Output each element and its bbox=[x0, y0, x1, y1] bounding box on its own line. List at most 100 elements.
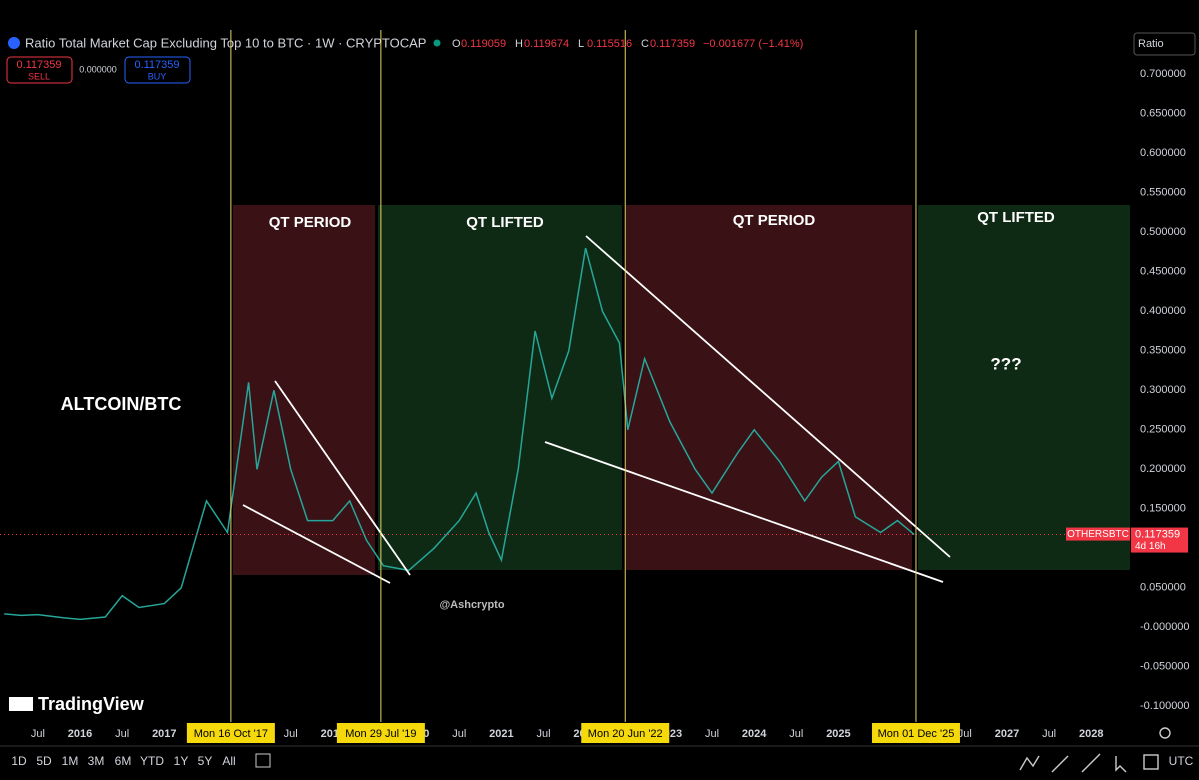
sell-label: SELL bbox=[28, 71, 50, 81]
trendline bbox=[544, 441, 944, 583]
zone bbox=[918, 205, 1130, 570]
buy-price: 0.117359 bbox=[134, 59, 179, 71]
y-tick-label: -0.050000 bbox=[1140, 661, 1190, 673]
y-tick-label: 0.600000 bbox=[1140, 147, 1186, 159]
cursor-icon[interactable] bbox=[1115, 756, 1127, 773]
y-tick-label: 0.300000 bbox=[1140, 384, 1186, 396]
annotation: QT LIFTED bbox=[466, 214, 544, 231]
y-tick-label: -0.100000 bbox=[1140, 700, 1190, 712]
y-tick-label: 0.050000 bbox=[1140, 582, 1186, 594]
x-tick-label: Jul bbox=[31, 728, 45, 740]
y-tick-label: 0.500000 bbox=[1140, 226, 1186, 238]
scale-mode: Ratio bbox=[1138, 38, 1164, 50]
y-tick-label: 0.550000 bbox=[1140, 187, 1186, 199]
symbol-icon bbox=[8, 37, 20, 49]
ohlc-value: 0.115516 bbox=[587, 38, 632, 50]
range-button[interactable]: 5D bbox=[36, 754, 52, 768]
marker-label: Mon 20 Jun '22 bbox=[588, 728, 663, 740]
countdown: 4d 16h bbox=[1135, 541, 1166, 552]
trendlines bbox=[242, 235, 951, 584]
chart-title: Ratio Total Market Cap Excluding Top 10 … bbox=[25, 35, 426, 50]
y-tick-label: 0.150000 bbox=[1140, 503, 1186, 515]
zones bbox=[233, 205, 1130, 575]
range-button[interactable]: 1M bbox=[62, 754, 79, 768]
annotation: QT LIFTED bbox=[977, 209, 1055, 226]
x-tick-label: Jul bbox=[705, 728, 719, 740]
annotation: QT PERIOD bbox=[269, 214, 352, 231]
x-tick-label: Jul bbox=[1042, 728, 1056, 740]
series-tag bbox=[1066, 527, 1130, 541]
x-tick-label: 2027 bbox=[995, 728, 1019, 740]
x-tick-label: 2024 bbox=[742, 728, 767, 740]
y-tick-label: 0.450000 bbox=[1140, 266, 1186, 278]
marker-label: Mon 16 Oct '17 bbox=[194, 728, 268, 740]
marker-box bbox=[336, 723, 425, 743]
spread: 0.000000 bbox=[79, 64, 117, 74]
x-tick-label: Jul bbox=[452, 728, 466, 740]
plot bbox=[0, 247, 1130, 621]
date-range-icon[interactable] bbox=[255, 753, 271, 768]
watermark: @Ashcrypto bbox=[439, 599, 504, 611]
range-button[interactable]: YTD bbox=[140, 754, 164, 768]
x-tick-label: 2025 bbox=[826, 728, 850, 740]
annotation: QT PERIOD bbox=[733, 212, 816, 229]
x-tick-label: 2016 bbox=[68, 728, 92, 740]
ohlc-value: 0.119674 bbox=[524, 38, 569, 50]
timezone[interactable]: UTC bbox=[1169, 754, 1194, 768]
x-tick-label: Jul bbox=[284, 728, 298, 740]
line-icon[interactable] bbox=[1051, 755, 1069, 773]
range-button[interactable]: 1Y bbox=[174, 754, 189, 768]
buy-button[interactable] bbox=[124, 56, 191, 84]
trendline bbox=[242, 504, 391, 584]
ohlc-key: C bbox=[641, 38, 649, 50]
y-tick-label: 0.650000 bbox=[1140, 108, 1186, 120]
scale-mode-box[interactable] bbox=[1133, 32, 1196, 56]
zone bbox=[233, 205, 375, 575]
series-name: OTHERSBTC bbox=[1067, 529, 1129, 540]
range-button[interactable]: 5Y bbox=[198, 754, 213, 768]
annotation: ALTCOIN/BTC bbox=[61, 394, 182, 414]
y-tick-label: -0.000000 bbox=[1140, 621, 1190, 633]
trendline bbox=[274, 380, 411, 576]
marker-box bbox=[581, 723, 670, 743]
y-tick-label: 0.350000 bbox=[1140, 345, 1186, 357]
ohlc-key: H bbox=[515, 38, 523, 50]
status-dot bbox=[433, 39, 441, 47]
ohlc-key: L bbox=[578, 38, 584, 50]
range-button[interactable]: 1D bbox=[11, 754, 27, 768]
tool-icons bbox=[1019, 727, 1171, 773]
price-icon[interactable] bbox=[1143, 754, 1159, 770]
y-tick-label: 0.200000 bbox=[1140, 463, 1186, 475]
trendline bbox=[585, 235, 951, 558]
zone bbox=[626, 205, 912, 570]
price-line bbox=[4, 247, 915, 621]
x-tick-label: 2017 bbox=[152, 728, 176, 740]
ohlc-value: 0.119059 bbox=[461, 38, 506, 50]
price-tag bbox=[1131, 527, 1188, 553]
marker-box bbox=[186, 723, 275, 743]
range-button[interactable]: All bbox=[222, 754, 235, 768]
x-tick-label: Jul bbox=[789, 728, 803, 740]
sell-button[interactable] bbox=[6, 56, 73, 84]
marker-label: Mon 29 Jul '19 bbox=[345, 728, 416, 740]
marker-box bbox=[871, 723, 960, 743]
pattern-icon[interactable] bbox=[1019, 755, 1040, 771]
annotation: ??? bbox=[990, 354, 1021, 373]
buy-label: BUY bbox=[148, 71, 167, 81]
settings-icon[interactable] bbox=[1159, 727, 1171, 739]
y-tick-label: 0.400000 bbox=[1140, 305, 1186, 317]
price-label: 0.117359 bbox=[1135, 528, 1180, 540]
x-tick-label: 2028 bbox=[1079, 728, 1103, 740]
sell-price: 0.117359 bbox=[16, 59, 61, 71]
change: −0.001677 (−1.41%) bbox=[703, 38, 803, 50]
logo: TradingView bbox=[38, 694, 145, 714]
x-tick-label: Jul bbox=[958, 728, 972, 740]
x-tick-label: Jul bbox=[115, 728, 129, 740]
range-button[interactable]: 6M bbox=[115, 754, 132, 768]
ohlc-value: 0.117359 bbox=[650, 38, 695, 50]
range-button[interactable]: 3M bbox=[88, 754, 105, 768]
x-tick-label: Jul bbox=[536, 728, 550, 740]
ray-icon[interactable] bbox=[1081, 753, 1101, 773]
ohlc-key: O bbox=[452, 38, 461, 50]
